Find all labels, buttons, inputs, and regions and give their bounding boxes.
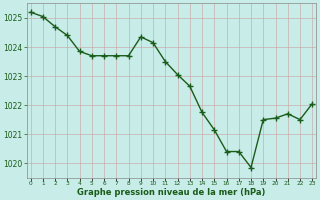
- X-axis label: Graphe pression niveau de la mer (hPa): Graphe pression niveau de la mer (hPa): [77, 188, 266, 197]
